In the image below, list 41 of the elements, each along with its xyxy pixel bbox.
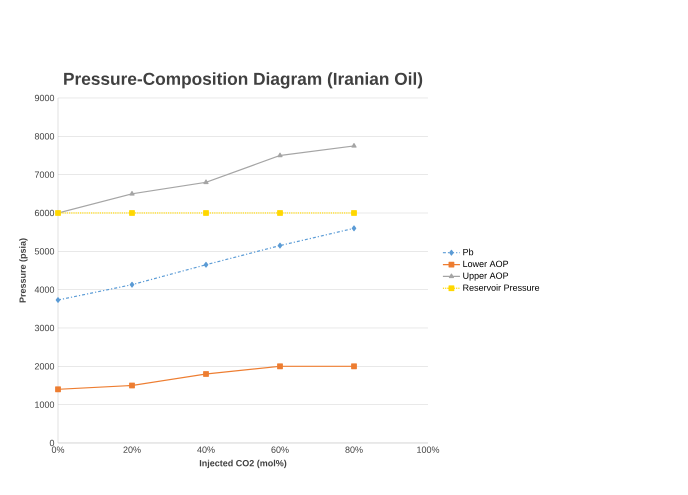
y-tick-label: 8000 [34, 133, 54, 140]
point [129, 210, 135, 216]
y-tick-label: 7000 [34, 171, 54, 178]
point [204, 262, 208, 268]
point [351, 363, 357, 370]
chart-title: Pressure-Composition Diagram (Iranian Oil) [64, 72, 422, 88]
legend-label: Upper AOP [463, 272, 508, 281]
point [351, 210, 357, 216]
point [129, 382, 135, 388]
x-tick-label: 20% [123, 446, 141, 453]
point [130, 282, 134, 288]
legend-label: Reservoir Pressure [463, 284, 540, 291]
point [278, 242, 282, 248]
point [56, 297, 60, 303]
y-tick-label: 0 [50, 440, 54, 446]
y-tick-label: 3000 [34, 324, 54, 332]
point [277, 210, 283, 216]
y-tick-label: 5000 [34, 248, 54, 255]
y-tick-label: 4000 [34, 286, 54, 293]
point [55, 386, 61, 392]
y-tick-label: 2000 [34, 363, 54, 370]
x-tick-label: 40% [197, 446, 215, 453]
point [352, 225, 356, 232]
x-tick-label: 0% [52, 446, 64, 453]
y-tick-label: 9000 [34, 94, 54, 102]
point [277, 363, 283, 370]
point [203, 179, 209, 184]
x-tick-label: 60% [271, 446, 289, 453]
y-tick-label: 6000 [34, 210, 54, 216]
point [203, 371, 209, 377]
point [203, 210, 209, 216]
point [277, 152, 283, 158]
legend-label: Pb [463, 248, 474, 256]
x-tick-label: 100% [417, 446, 440, 453]
y-tick-label: 1000 [35, 401, 54, 408]
y-axis-title: Pressure (psia) [19, 238, 28, 302]
point [129, 190, 135, 196]
legend-label: Lower AOP [463, 260, 508, 268]
point [351, 143, 357, 148]
x-axis-title: Injected CO2 (mol%) [200, 460, 286, 468]
x-tick-label: 80% [345, 446, 363, 453]
